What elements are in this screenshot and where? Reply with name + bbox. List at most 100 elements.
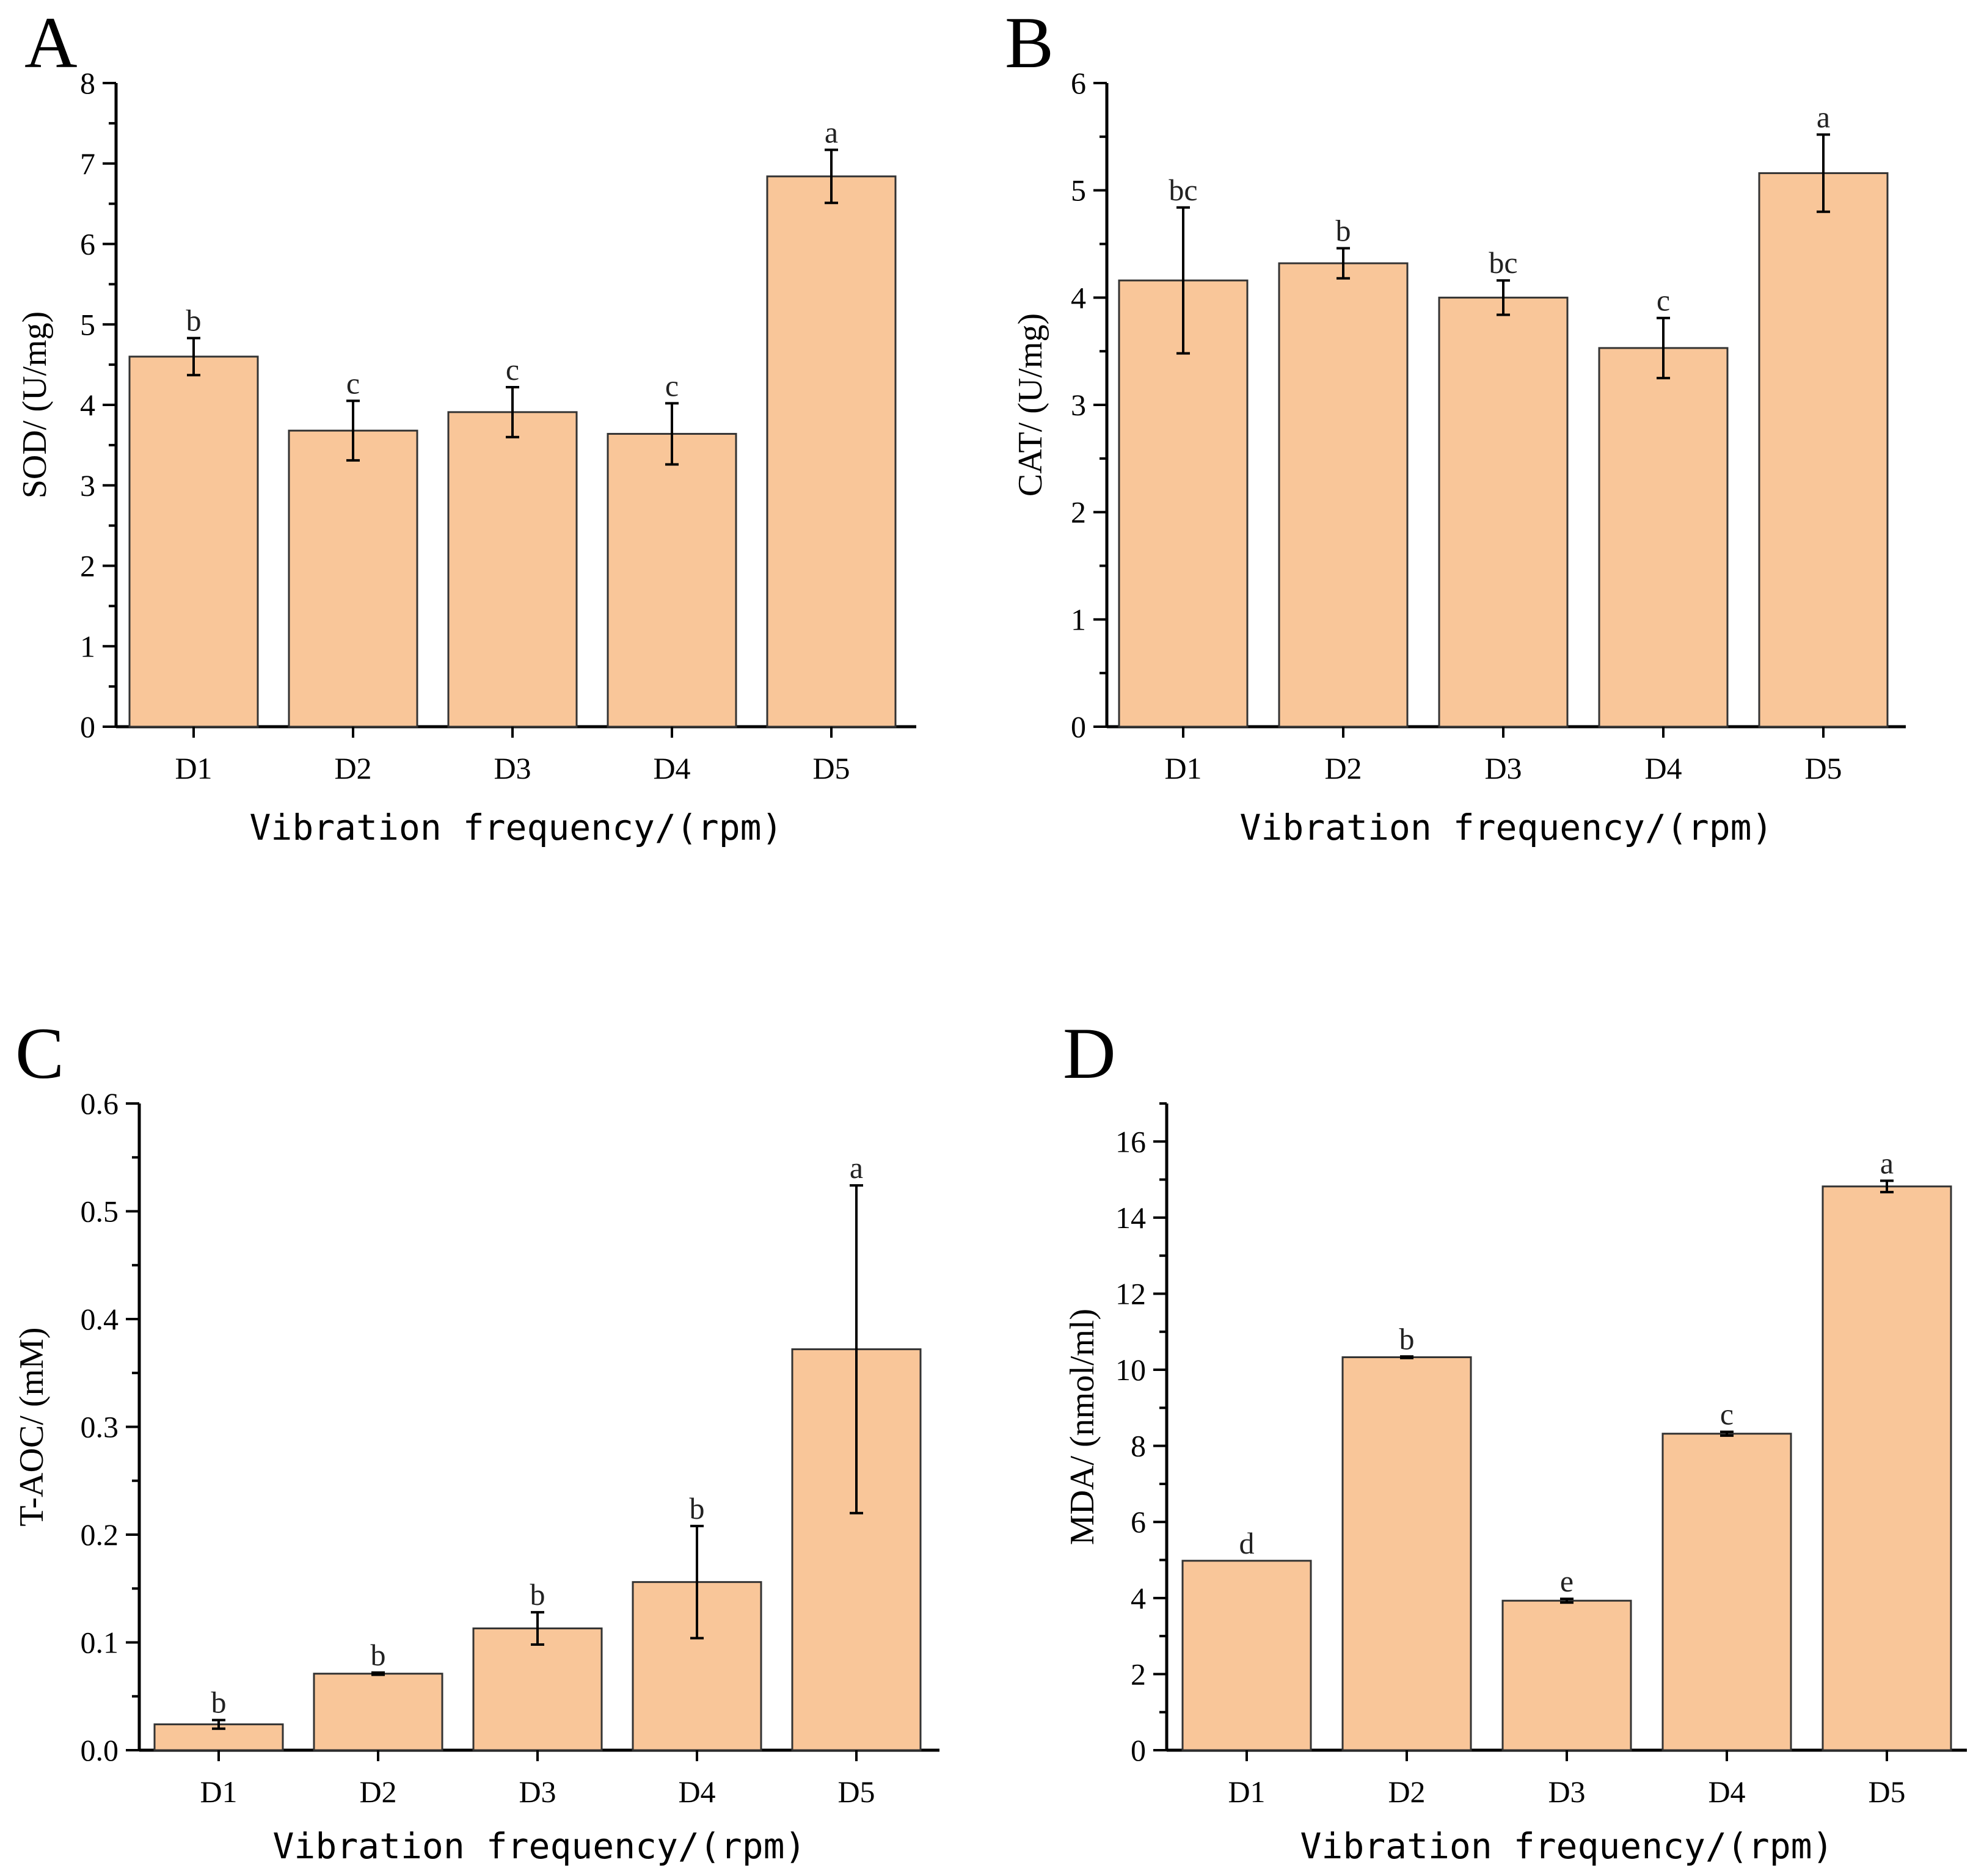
y-tick-label: 3	[80, 468, 95, 503]
significance-letter: b	[371, 1638, 386, 1672]
panel-letter: A	[24, 2, 78, 83]
x-axis-label: Vibration frequency/(rpm)	[1300, 1825, 1834, 1867]
x-tick-label: D1	[175, 751, 212, 785]
bar-d2	[313, 1673, 443, 1751]
panel-b: B 0 1 2 3 4 5 6 bc D1 b D2 bc D3 c D4 a D5 Vibration frequ…	[1005, 2, 1906, 848]
y-tick-label: 0.0	[81, 1733, 119, 1767]
significance-letter: b	[1399, 1322, 1415, 1356]
y-tick-label: 0.6	[81, 1086, 119, 1121]
significance-letter: bc	[1169, 173, 1197, 207]
x-tick-label: D2	[359, 1775, 396, 1809]
x-tick-label: D2	[1324, 751, 1362, 785]
y-tick-label: 2	[80, 549, 95, 583]
y-tick-label: 0.2	[81, 1518, 119, 1552]
y-tick-label: 8	[1131, 1429, 1146, 1463]
y-tick-label: 0.4	[81, 1302, 119, 1336]
bar-d1	[1181, 1560, 1312, 1751]
y-tick-label: 7	[80, 147, 95, 181]
panel-d: D 0 2 4 6 8 10 12 14 16 d D1 b D2 e D3 c D4 a D5 Vibration f…	[1063, 1013, 1967, 1867]
x-tick-label: D5	[837, 1775, 875, 1809]
significance-letter: c	[346, 366, 360, 400]
significance-letter: a	[1817, 100, 1830, 134]
y-tick-label: 0	[80, 710, 95, 744]
y-tick-label: 1	[1071, 602, 1086, 636]
bar-d2	[1278, 262, 1409, 728]
y-axis-label: MDA/ (nmol/ml)	[1063, 1309, 1101, 1545]
y-tick-label: 6	[1131, 1505, 1146, 1539]
y-tick-label: 16	[1115, 1124, 1146, 1158]
x-tick-label: D3	[494, 751, 531, 785]
bar-d3	[1501, 1599, 1632, 1751]
y-tick-label: 12	[1115, 1276, 1146, 1311]
y-tick-label: 0.5	[81, 1194, 119, 1229]
x-tick-label: D1	[1164, 751, 1202, 785]
significance-letter: a	[825, 115, 838, 149]
x-tick-label: D3	[1548, 1775, 1585, 1809]
y-tick-label: 5	[80, 307, 95, 341]
bar-d1	[1118, 279, 1249, 728]
significance-letter: b	[530, 1577, 545, 1612]
y-axis-label: CAT/ (U/mg)	[1012, 313, 1049, 496]
x-tick-label: D4	[1644, 751, 1682, 785]
y-tick-label: 2	[1131, 1657, 1146, 1691]
panel-letter: B	[1005, 2, 1054, 83]
bar-d4	[1661, 1433, 1792, 1751]
x-tick-label: D3	[519, 1775, 556, 1809]
significance-letter: b	[186, 304, 202, 338]
significance-letter: b	[211, 1685, 227, 1720]
x-tick-label: D4	[653, 751, 690, 785]
significance-letter: b	[690, 1491, 705, 1525]
bar-d3	[472, 1627, 603, 1751]
x-tick-label: D4	[678, 1775, 715, 1809]
y-tick-label: 4	[1071, 280, 1086, 314]
x-tick-label: D5	[1868, 1775, 1905, 1809]
panel-a: A 0 1 2 3 4 5 6 7 8 b D1 c D2 c D3 c D4 a D5 Vibration frequ…	[16, 2, 916, 848]
x-axis-label: Vibration frequency/(rpm)	[1240, 807, 1773, 848]
bar-d4	[1598, 347, 1729, 728]
significance-letter: c	[506, 352, 519, 387]
x-tick-label: D1	[200, 1775, 237, 1809]
bar-d3	[447, 411, 578, 728]
y-tick-label: 1	[80, 629, 95, 663]
significance-letter: a	[850, 1151, 863, 1185]
y-tick-label: 8	[80, 66, 95, 100]
significance-letter: d	[1239, 1526, 1255, 1560]
bar-d2	[288, 429, 418, 728]
y-tick-label: 0	[1071, 710, 1086, 744]
x-tick-label: D2	[1388, 1775, 1425, 1809]
significance-letter: c	[1657, 283, 1670, 318]
x-tick-label: D3	[1484, 751, 1522, 785]
bar-d2	[1341, 1356, 1472, 1751]
significance-letter: c	[665, 368, 679, 402]
x-axis-label: Vibration frequency/(rpm)	[273, 1825, 806, 1867]
x-tick-label: D2	[334, 751, 371, 785]
y-axis-label: SOD/ (U/mg)	[16, 311, 54, 498]
y-axis-label: T-AOC/ (mM)	[13, 1327, 51, 1526]
bar-d4	[607, 432, 737, 728]
y-tick-label: 4	[80, 388, 95, 422]
significance-letter: a	[1880, 1146, 1894, 1180]
y-tick-label: 14	[1115, 1201, 1146, 1235]
panel-letter: C	[15, 1013, 64, 1094]
x-tick-label: D5	[812, 751, 850, 785]
y-tick-label: 4	[1131, 1581, 1146, 1615]
bar-d5	[1822, 1185, 1952, 1751]
bar-d5	[1758, 172, 1889, 728]
bar-d3	[1438, 296, 1569, 728]
y-tick-label: 5	[1071, 173, 1086, 208]
x-axis-label: Vibration frequency/(rpm)	[250, 807, 783, 848]
significance-letter: c	[1720, 1397, 1734, 1431]
significance-letter: e	[1560, 1564, 1574, 1598]
bar-d1	[128, 355, 259, 728]
panel-letter: D	[1063, 1013, 1116, 1094]
significance-letter: bc	[1489, 245, 1517, 280]
y-tick-label: 6	[80, 227, 95, 261]
x-tick-label: D1	[1228, 1775, 1265, 1809]
y-tick-label: 0	[1131, 1733, 1146, 1767]
x-tick-label: D5	[1804, 751, 1842, 785]
y-tick-label: 10	[1115, 1353, 1146, 1387]
y-tick-label: 6	[1071, 66, 1086, 100]
y-tick-label: 0.1	[81, 1626, 119, 1660]
significance-letter: b	[1336, 214, 1351, 248]
